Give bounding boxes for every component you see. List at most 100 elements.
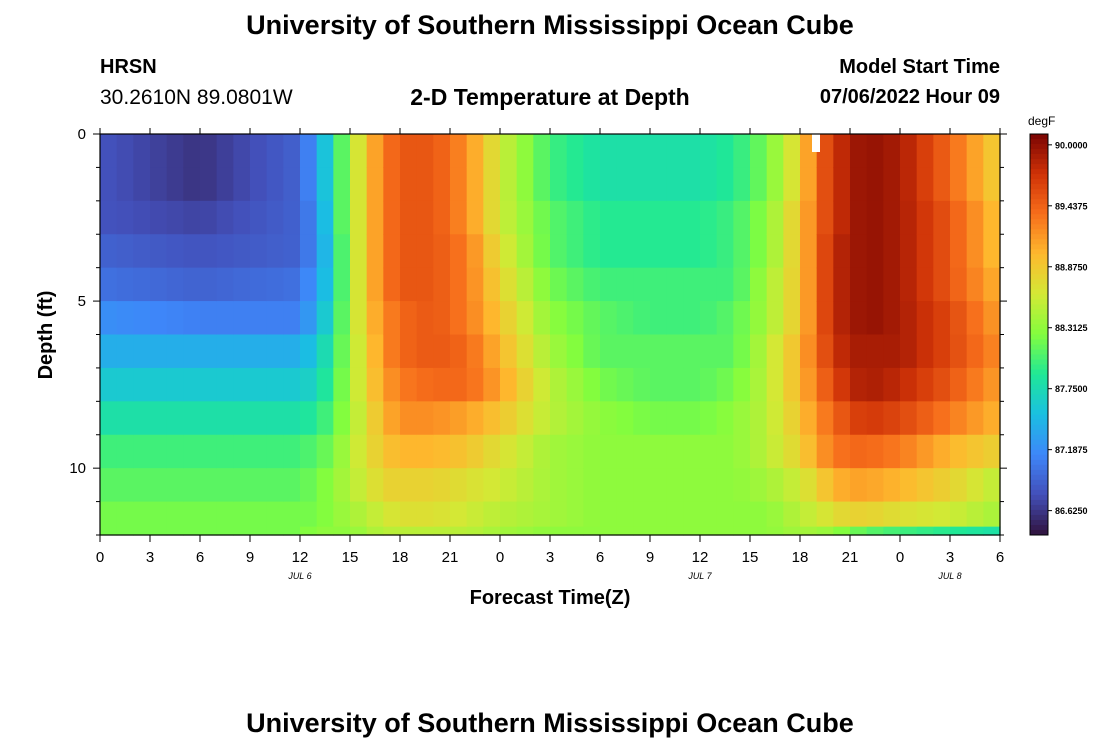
heatmap-cell	[183, 134, 201, 169]
heatmap-cell	[966, 134, 984, 169]
heatmap-cell	[866, 367, 884, 402]
heatmap-cell	[200, 234, 218, 269]
colorbar-segment	[1030, 329, 1048, 335]
heatmap-cell	[966, 200, 984, 235]
heatmap-cell	[483, 334, 501, 369]
heatmap-cell	[983, 367, 1001, 402]
heatmap-cell	[133, 200, 151, 235]
heatmap-cell	[283, 501, 301, 528]
heatmap-cell	[983, 234, 1001, 269]
heatmap-cell	[866, 200, 884, 235]
heatmap-cell	[383, 434, 401, 469]
heatmap-cell	[150, 468, 168, 503]
heatmap-cell	[400, 167, 418, 202]
heatmap-cell	[733, 267, 751, 302]
heatmap-cell	[350, 301, 368, 336]
heatmap-cell	[766, 267, 784, 302]
heatmap-cell	[700, 200, 718, 235]
colorbar-segment	[1030, 334, 1048, 341]
heatmap-cell	[950, 167, 968, 202]
heatmap-cell	[150, 200, 168, 235]
heatmap-cell	[966, 234, 984, 269]
heatmap-cell	[833, 134, 851, 169]
heatmap-cell	[983, 468, 1001, 503]
heatmap-cell	[383, 134, 401, 169]
heatmap-cell	[516, 401, 534, 436]
heatmap-cell	[683, 401, 701, 436]
heatmap-cell	[416, 468, 434, 503]
heatmap-cell	[316, 526, 334, 536]
heatmap-cell	[716, 434, 734, 469]
heatmap-cell	[583, 367, 601, 402]
heatmap-cell	[950, 526, 968, 536]
heatmap-cell	[550, 434, 568, 469]
heatmap-cell	[366, 200, 384, 235]
heatmap-cell	[166, 134, 184, 169]
heatmap-cell	[916, 468, 934, 503]
heatmap-cell	[216, 367, 234, 402]
heatmap-cell	[333, 200, 351, 235]
heatmap-cell	[166, 234, 184, 269]
colorbar: degF 90.0000 89.4375 88.8750 88.3125 87.7500 8…	[1028, 114, 1088, 536]
heatmap-cell	[100, 301, 118, 336]
heatmap-cell	[250, 234, 268, 269]
heatmap-cell	[600, 334, 618, 369]
heatmap-cell	[633, 267, 651, 302]
heatmap-cell	[516, 167, 534, 202]
heatmap-cell	[366, 301, 384, 336]
heatmap-cell	[800, 526, 818, 536]
heatmap-cell	[383, 234, 401, 269]
heatmap-cell	[100, 200, 118, 235]
x-tick-label: 9	[646, 549, 654, 566]
heatmap-cell	[150, 134, 168, 169]
heatmap-cell	[683, 526, 701, 536]
station-id: HRSN	[100, 56, 157, 78]
heatmap-cell	[466, 301, 484, 336]
heatmap-cell	[100, 501, 118, 528]
heatmap-cell	[566, 434, 584, 469]
heatmap-cell	[950, 334, 968, 369]
heatmap-cell	[633, 200, 651, 235]
heatmap-cell	[516, 468, 534, 503]
heatmap-cell	[933, 234, 951, 269]
heatmap-cell	[250, 167, 268, 202]
x-tick-label: 9	[246, 549, 254, 566]
colorbar-segment	[1030, 269, 1048, 275]
heatmap-cell	[716, 334, 734, 369]
heatmap-cell	[583, 526, 601, 536]
colorbar-segment	[1030, 394, 1048, 401]
heatmap-cell	[100, 367, 118, 402]
heatmap-cell	[550, 501, 568, 528]
heatmap-cell	[383, 200, 401, 235]
heatmap-cell	[816, 526, 834, 536]
heatmap-cell	[500, 434, 518, 469]
heatmap-cell	[500, 267, 518, 302]
heatmap-cell	[366, 234, 384, 269]
heatmap-cell	[433, 367, 451, 402]
heatmap-cell	[916, 301, 934, 336]
heatmap-cell	[950, 401, 968, 436]
heatmap-cell	[733, 468, 751, 503]
colorbar-segment	[1030, 519, 1048, 526]
heatmap-cell	[233, 401, 251, 436]
colorbar-segment	[1030, 179, 1048, 185]
heatmap-cell	[583, 501, 601, 528]
heatmap-cell	[633, 526, 651, 536]
heatmap-cell	[600, 200, 618, 235]
heatmap-cell	[450, 526, 468, 536]
heatmap-cell	[966, 167, 984, 202]
heatmap-cell	[416, 167, 434, 202]
heatmap-cell	[983, 167, 1001, 202]
heatmap-cell	[500, 526, 518, 536]
heatmap-cell	[116, 468, 134, 503]
heatmap-cell	[716, 234, 734, 269]
heatmap-cell	[483, 134, 501, 169]
heatmap-cell	[933, 267, 951, 302]
heatmap-cell	[200, 267, 218, 302]
y-tick-label: 5	[78, 293, 86, 310]
x-date-label: JUL 6	[287, 571, 311, 581]
heatmap-cell	[466, 200, 484, 235]
heatmap-cell	[566, 301, 584, 336]
heatmap-cell	[150, 501, 168, 528]
colorbar-segment	[1030, 489, 1048, 496]
